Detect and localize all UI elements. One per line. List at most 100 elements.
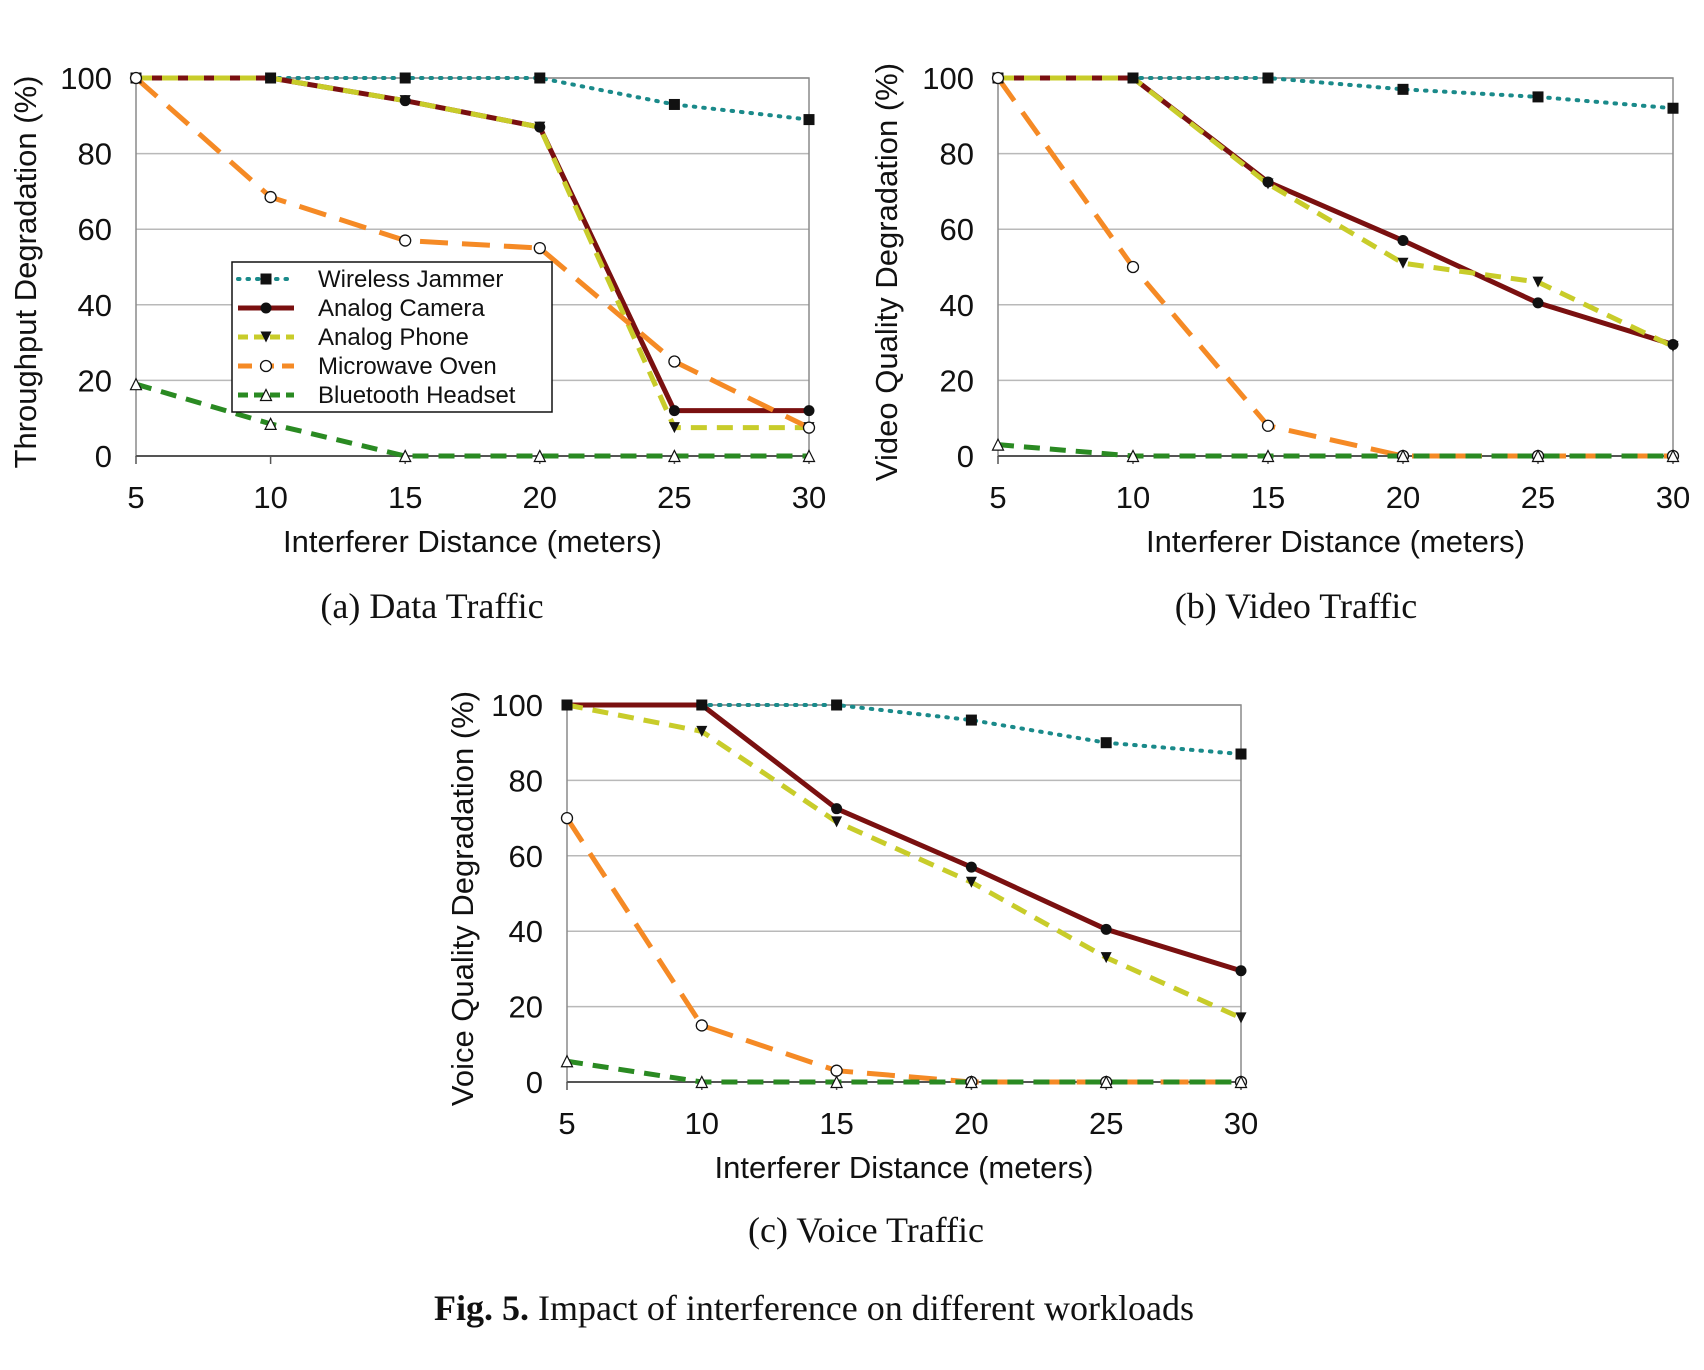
y-tick-label: 20	[509, 990, 543, 1025]
data-point-microwave-oven	[830, 1064, 843, 1077]
legend-marker-microwave-oven	[259, 359, 273, 373]
x-tick-label: 10	[1116, 480, 1150, 515]
series-line-microwave-oven	[564, 816, 1241, 1085]
data-point-microwave-oven	[533, 241, 546, 255]
series-line-wireless-jammer	[996, 76, 1675, 111]
y-tick-label: 80	[509, 763, 543, 798]
data-point-microwave-oven	[802, 421, 816, 434]
data-point-analog-phone	[1667, 340, 1679, 352]
data-point-bluetooth-headset	[1126, 449, 1140, 463]
data-point-microwave-oven	[264, 190, 277, 204]
y-tick-label: 40	[940, 288, 974, 323]
data-point-wireless-jammer	[803, 114, 815, 126]
data-point-analog-camera	[831, 803, 843, 815]
chart-caption: (b) Video Traffic	[1175, 586, 1418, 626]
data-point-bluetooth-headset	[398, 449, 412, 463]
data-point-analog-camera	[1532, 297, 1544, 309]
y-tick-label: 0	[526, 1065, 543, 1100]
x-tick-label: 20	[954, 1106, 988, 1141]
figure-caption-text: Impact of interference on different work…	[529, 1288, 1194, 1328]
y-tick-label: 60	[78, 212, 112, 247]
legend-marker-bluetooth-headset	[259, 388, 273, 402]
plot-area	[997, 77, 1674, 457]
y-tick-label: 40	[509, 914, 543, 949]
data-point-bluetooth-headset	[830, 1075, 844, 1089]
data-point-analog-camera	[1397, 235, 1409, 247]
data-point-wireless-jammer	[1667, 102, 1679, 114]
series-line-bluetooth-headset	[997, 442, 1673, 459]
x-tick-label: 5	[558, 1106, 575, 1141]
figure-caption: Fig. 5. Impact of interference on differ…	[434, 1288, 1194, 1328]
data-point-wireless-jammer	[1262, 72, 1274, 84]
chart-data-traffic: 0 20 40 60 80 100 5 10 15 20 25 30 Interferer Distan…	[8, 61, 826, 626]
series-line-microwave-oven	[134, 76, 811, 430]
data-point-microwave-oven	[991, 71, 1005, 85]
data-point-analog-phone	[1127, 72, 1139, 84]
x-tick-label: 25	[1521, 480, 1555, 515]
y-tick-label: 100	[491, 688, 543, 723]
legend-label-analog-phone: Analog Phone	[318, 324, 469, 351]
x-tick-label: 30	[1656, 480, 1690, 515]
data-point-wireless-jammer	[1397, 83, 1409, 95]
y-tick-label: 100	[60, 61, 112, 96]
y-tick-label: 60	[940, 212, 974, 247]
data-point-analog-camera	[696, 699, 708, 711]
data-point-bluetooth-headset	[264, 417, 278, 430]
y-tick-label: 40	[78, 288, 112, 323]
data-point-analog-phone	[561, 699, 573, 711]
x-tick-label: 25	[657, 480, 691, 515]
data-point-analog-phone	[1235, 1012, 1247, 1024]
data-point-bluetooth-headset	[1531, 449, 1545, 463]
data-point-analog-camera	[803, 405, 815, 417]
data-point-microwave-oven	[560, 811, 574, 825]
data-point-analog-phone	[1262, 178, 1274, 190]
y-tick-label: 80	[78, 137, 112, 172]
data-point-analog-camera	[1100, 923, 1112, 935]
data-point-bluetooth-headset	[1261, 449, 1275, 463]
x-axis-title: Interferer Distance (meters)	[715, 1150, 1094, 1185]
data-point-analog-phone	[1397, 257, 1409, 269]
x-tick-label: 20	[523, 480, 557, 515]
x-axis-title: Interferer Distance (meters)	[1146, 524, 1525, 559]
legend-marker-analog-phone	[260, 331, 272, 343]
data-point-analog-phone	[399, 95, 411, 107]
chart-voice-traffic: 0 20 40 60 80 100 5 10 15 20 25 30 Interferer Distan…	[445, 688, 1258, 1250]
data-point-analog-camera	[965, 861, 977, 873]
y-tick-label: 100	[922, 61, 974, 96]
data-point-analog-camera	[668, 405, 680, 417]
data-point-bluetooth-headset	[991, 437, 1005, 451]
y-axis-title: Video Quality Degradation (%)	[869, 63, 904, 481]
x-tick-label: 30	[1224, 1106, 1258, 1141]
data-point-bluetooth-headset	[1666, 449, 1680, 463]
series-line-wireless-jammer	[565, 703, 1243, 757]
series-line-bluetooth-headset	[566, 1058, 1241, 1085]
data-point-wireless-jammer	[668, 98, 680, 110]
data-point-analog-phone	[1100, 952, 1112, 964]
series-line-microwave-oven	[995, 76, 1673, 459]
series-line-analog-phone	[566, 702, 1243, 1021]
legend-box	[231, 261, 553, 413]
data-point-wireless-jammer	[534, 72, 546, 84]
chart-caption: (c) Voice Traffic	[748, 1210, 984, 1250]
data-point-microwave-oven	[668, 355, 681, 368]
series-line-analog-phone	[998, 75, 1675, 349]
x-tick-label: 20	[1386, 480, 1420, 515]
data-point-microwave-oven	[129, 71, 143, 85]
data-point-microwave-oven	[1126, 260, 1140, 274]
x-tick-label: 30	[792, 480, 826, 515]
data-point-analog-phone	[265, 72, 277, 84]
data-point-bluetooth-headset	[560, 1054, 574, 1068]
data-point-wireless-jammer	[831, 699, 843, 711]
chart-video-traffic: 0 20 40 60 80 100 5 10 15 20 25 30 Interferer Distan…	[869, 61, 1690, 626]
plot-area	[566, 704, 1242, 1083]
x-tick-label: 15	[1251, 480, 1285, 515]
data-point-microwave-oven	[399, 234, 412, 247]
series-line-analog-phone	[136, 75, 809, 431]
data-point-wireless-jammer	[399, 72, 411, 84]
y-tick-label: 0	[95, 439, 112, 474]
x-tick-label: 10	[685, 1106, 719, 1141]
data-point-wireless-jammer	[965, 714, 977, 726]
x-tick-label: 15	[388, 480, 422, 515]
y-tick-label: 80	[940, 137, 974, 172]
